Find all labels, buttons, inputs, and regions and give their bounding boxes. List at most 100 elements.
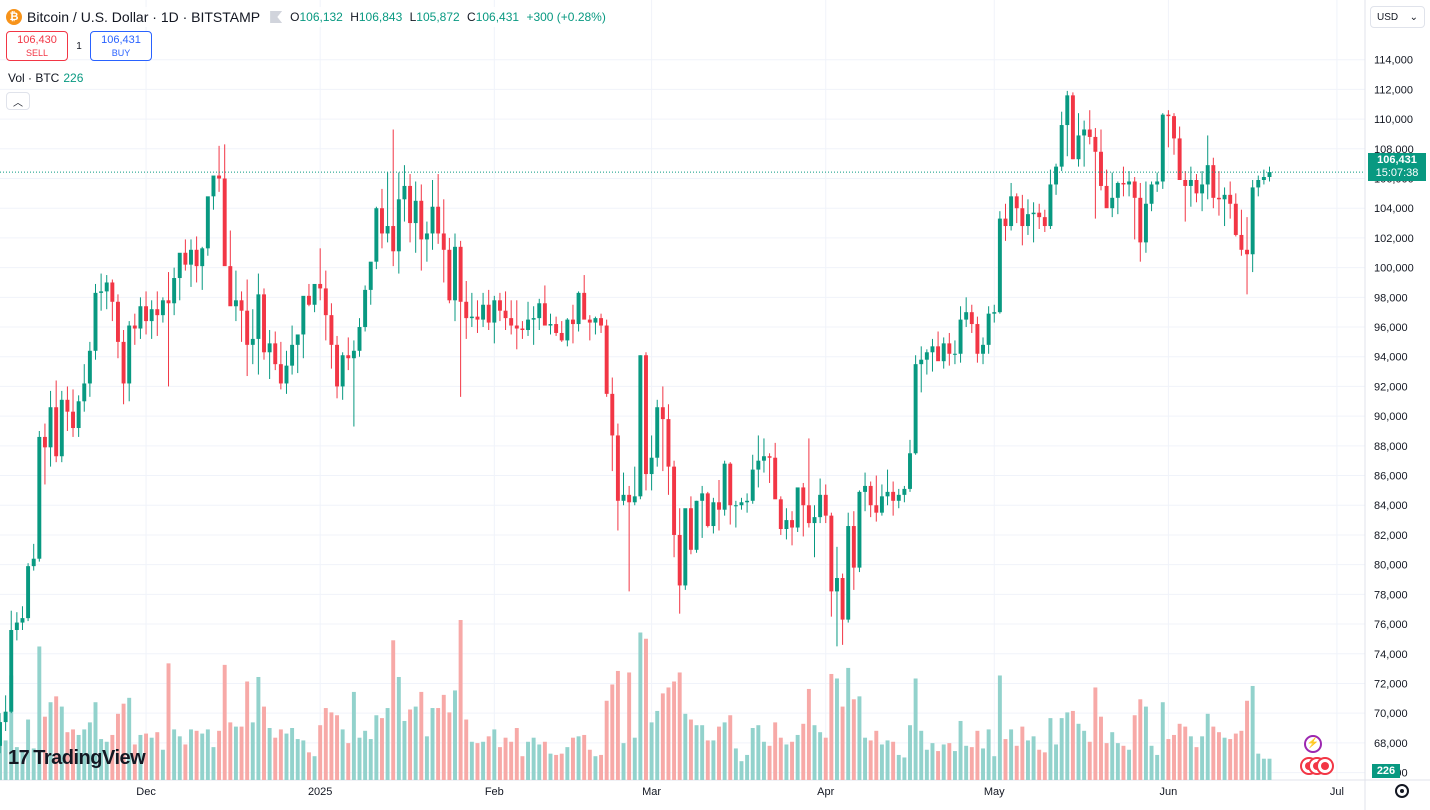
- candle-body: [604, 325, 609, 394]
- candle-body: [194, 249, 199, 267]
- candle-body: [1082, 129, 1087, 136]
- candle-body: [582, 292, 587, 320]
- candle-body: [481, 304, 486, 320]
- candle-body: [419, 200, 424, 240]
- candle-body: [486, 304, 491, 323]
- candle-body: [902, 488, 907, 495]
- volume-bar: [863, 737, 868, 780]
- candle-body: [1121, 182, 1126, 185]
- buy-button[interactable]: 106,431 BUY: [90, 31, 152, 61]
- volume-bar: [930, 743, 935, 780]
- volume-bar: [155, 732, 160, 780]
- volume-bar: [992, 756, 997, 780]
- volume-bar: [570, 737, 575, 780]
- volume-bar: [380, 718, 384, 780]
- collapse-legend-button[interactable]: ︿: [6, 92, 30, 110]
- chevron-down-icon: ⌄: [1409, 11, 1418, 23]
- volume-bar: [82, 729, 87, 780]
- y-tick-label: 72,000: [1374, 678, 1408, 690]
- candle-body: [1132, 181, 1137, 198]
- us-flag-icon[interactable]: [1316, 757, 1334, 775]
- candle-body: [503, 310, 508, 319]
- flag-icon[interactable]: [270, 11, 283, 23]
- volume-bar: [1183, 726, 1188, 780]
- candle-body: [391, 226, 396, 252]
- trade-buttons: 106,430 SELL 1 106,431 BUY: [6, 31, 152, 61]
- y-tick-label: 100,000: [1374, 263, 1414, 275]
- candle-body: [593, 318, 598, 323]
- spread-value: 1: [76, 40, 82, 52]
- candle-body: [306, 295, 311, 305]
- settings-gear-icon[interactable]: [1395, 784, 1409, 798]
- candle-body: [256, 294, 261, 339]
- candle-body: [497, 300, 502, 311]
- candle-body: [975, 324, 980, 354]
- candle-body: [1104, 185, 1109, 209]
- volume-bar: [26, 719, 31, 780]
- candle-body: [649, 457, 654, 475]
- sell-button[interactable]: 106,430 SELL: [6, 31, 68, 61]
- volume-bar: [245, 681, 250, 780]
- candle-body: [570, 319, 575, 325]
- symbol-title[interactable]: Bitcoin / U.S. Dollar · 1D · BITSTAMP: [27, 9, 261, 25]
- candle-body: [1025, 214, 1030, 227]
- candle-body: [408, 185, 413, 224]
- bitcoin-icon: ₿: [6, 9, 22, 25]
- volume-bar: [54, 696, 59, 780]
- candle-body: [59, 399, 64, 457]
- candle-body: [200, 248, 205, 267]
- volume-bar: [1099, 716, 1103, 780]
- chevron-up-icon: ︿: [13, 97, 23, 109]
- volume-bar: [610, 684, 615, 780]
- currency-select[interactable]: USD ⌄: [1370, 6, 1425, 28]
- volume-bar: [306, 752, 311, 780]
- volume-bar: [964, 745, 969, 780]
- candle-body: [65, 399, 70, 412]
- candle-body: [891, 491, 896, 501]
- volume-bar: [627, 672, 632, 780]
- volume-bar: [228, 722, 233, 780]
- candle-body: [1115, 182, 1120, 198]
- y-tick-label: 108,000: [1374, 144, 1414, 156]
- candle-body: [380, 208, 384, 234]
- tradingview-logo[interactable]: 17 TradingView: [8, 745, 146, 771]
- candle-body: [1160, 114, 1165, 182]
- volume-bar: [346, 743, 351, 780]
- volume-bar: [469, 741, 474, 780]
- candle-body: [1233, 203, 1238, 235]
- candle-body: [947, 343, 952, 354]
- events-markers[interactable]: ⚡: [1300, 735, 1336, 779]
- volume-bar: [559, 753, 564, 780]
- x-tick-label: Feb: [485, 786, 504, 798]
- candle-body: [329, 315, 334, 345]
- volume-bar: [1267, 758, 1272, 780]
- candle-body: [1143, 203, 1148, 243]
- candle-body: [722, 463, 727, 510]
- candle-body: [436, 206, 441, 234]
- volume-bar: [31, 748, 36, 780]
- candle-body: [1020, 208, 1025, 227]
- candle-body: [374, 208, 379, 262]
- candle-body: [385, 226, 390, 234]
- x-tick-label: Apr: [817, 786, 834, 798]
- lightning-icon[interactable]: ⚡: [1304, 735, 1322, 753]
- volume-bar: [396, 676, 401, 780]
- volume-bar: [1031, 736, 1036, 780]
- volume-bar: [593, 756, 598, 780]
- candle-body: [172, 278, 177, 304]
- volume-bar: [9, 675, 14, 780]
- candle-body: [514, 325, 519, 329]
- volume-bar: [1188, 736, 1193, 780]
- volume-bar: [1093, 687, 1098, 780]
- volume-bar: [1222, 737, 1227, 780]
- volume-bar: [885, 740, 890, 780]
- volume-bar: [318, 725, 323, 780]
- candle-body: [677, 534, 682, 586]
- candle-body: [868, 485, 873, 506]
- volume-bar: [71, 729, 75, 780]
- last-price-value: 106,431: [1377, 154, 1417, 166]
- volume-bar: [514, 728, 519, 780]
- candle-body: [222, 178, 227, 267]
- candle-body: [295, 334, 300, 345]
